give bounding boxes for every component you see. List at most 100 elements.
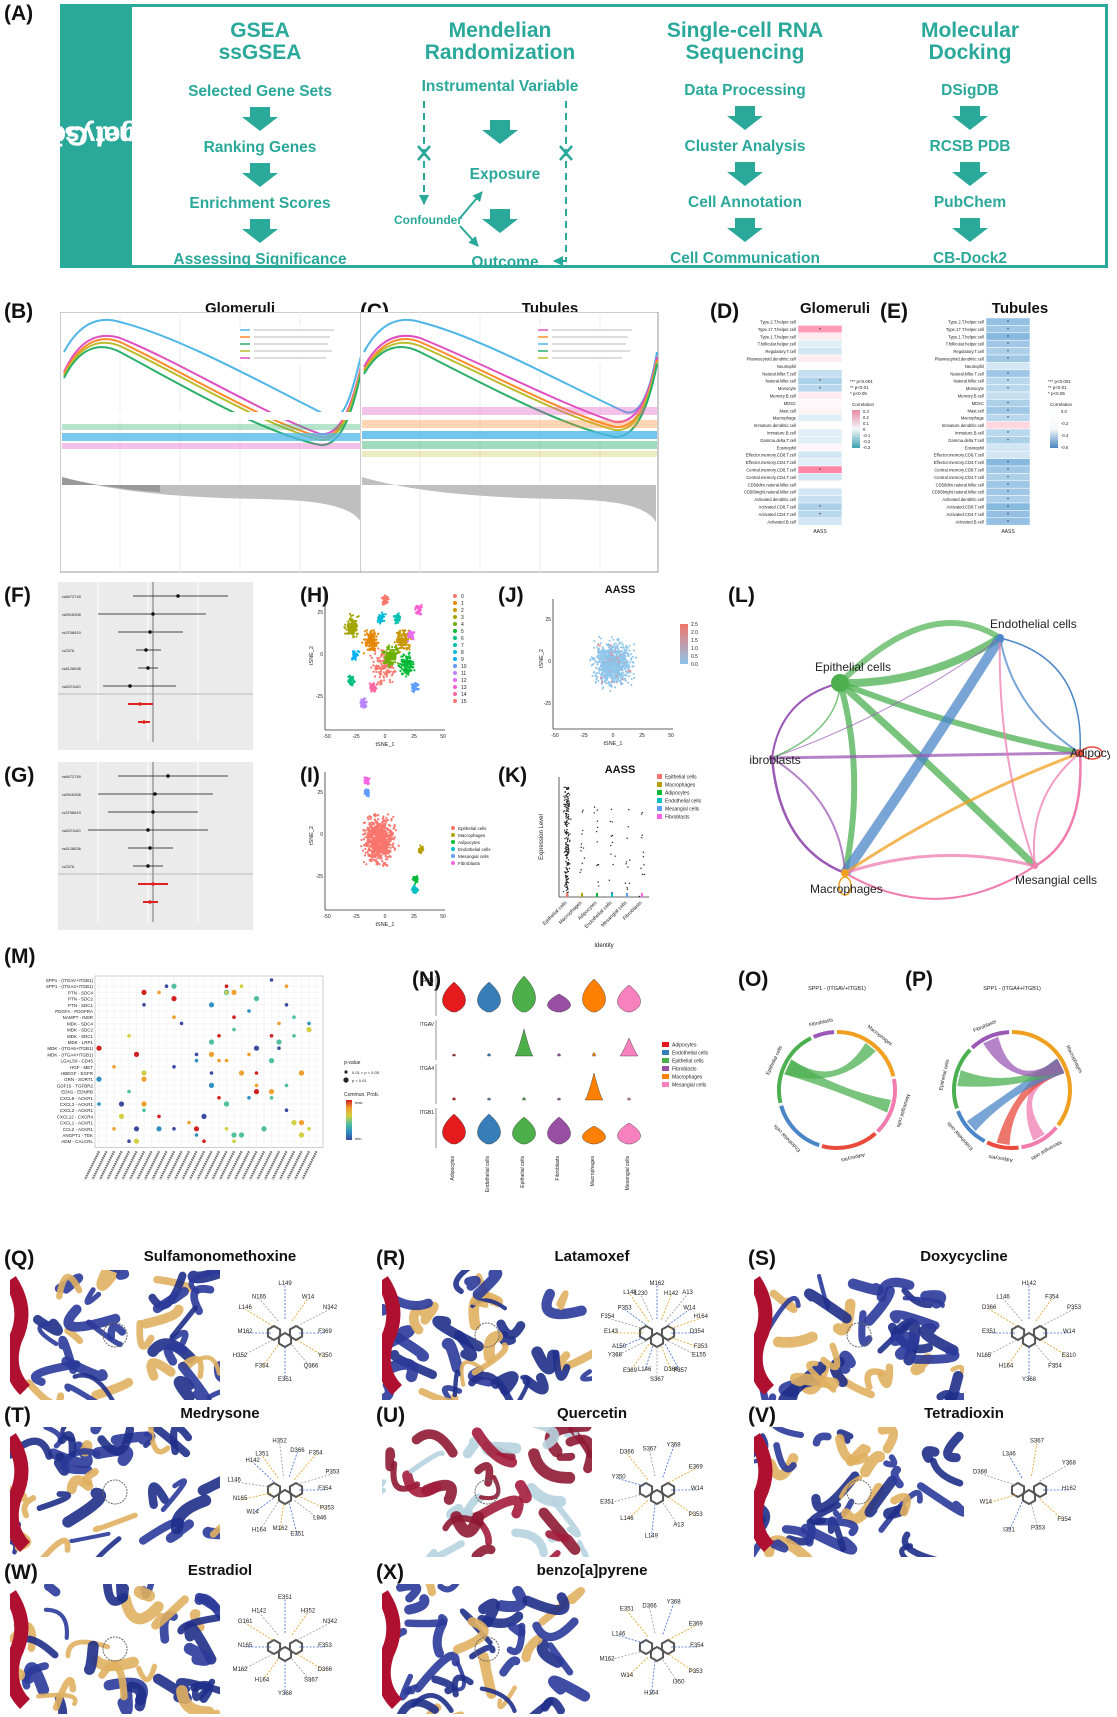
violin-k-point <box>641 834 642 835</box>
violin-n-shape <box>547 994 570 1012</box>
tsne-expr-point <box>596 656 598 658</box>
tsne-legend-swatch <box>451 854 455 858</box>
violin-k-point <box>626 861 627 862</box>
heatmap-colorbar-tick: -0.1 <box>863 433 871 438</box>
tsne-point <box>391 646 393 648</box>
dotplot-dot <box>157 1115 161 1119</box>
violin-k-point <box>596 831 597 832</box>
residue-label: L946 <box>313 1516 327 1522</box>
tsne-point <box>394 655 396 657</box>
tsne-point <box>374 645 376 647</box>
heatmap-row-label: Natural.killer.cell <box>954 379 985 384</box>
interaction-bond <box>1009 1455 1022 1478</box>
heatmap-star: * <box>1007 438 1009 444</box>
residue-label: D366 <box>982 1305 997 1311</box>
tsne-point <box>375 842 377 844</box>
tsne-point <box>381 860 383 862</box>
tsne-expr-point <box>628 668 630 670</box>
tsne-legend-label: 4 <box>461 622 464 628</box>
network-node-label: Fibroblasts <box>750 753 801 767</box>
heatmap-star: * <box>819 379 821 385</box>
violin-n-shape <box>453 1098 456 1100</box>
dotplot-row-label: LGALS9 - CD45 <box>60 1059 93 1064</box>
interaction-bond <box>627 1454 648 1480</box>
tsne-expr-point <box>627 666 629 668</box>
interaction-bond <box>651 1504 655 1538</box>
violin-k-base <box>581 893 583 897</box>
tsne-point <box>343 626 345 628</box>
tsne-expr-point <box>604 670 606 672</box>
tsne-point <box>372 643 374 645</box>
residue-label: M162 <box>649 1281 665 1287</box>
protein-ribbon <box>390 1452 391 1467</box>
dotplot-dot <box>225 1059 229 1063</box>
heatmap-row-label: Type.1.T.helper.cell <box>760 334 796 339</box>
forest-background <box>58 582 253 750</box>
tsne-expr-point <box>635 657 637 659</box>
protein-ribbon <box>521 1486 527 1498</box>
protein-structure-image <box>10 1270 220 1400</box>
residue-label: P353 <box>618 1305 633 1311</box>
tsne-point <box>406 672 408 674</box>
interaction-map: F354P353L946E351M162H164W14N165L146H142L… <box>225 1425 365 1560</box>
dotplot-xtick-label <box>250 1151 264 1179</box>
tsne-expr-tick: 1.5 <box>691 638 698 644</box>
tsne-legend-label: 13 <box>461 685 467 691</box>
violin-k-point <box>568 818 569 819</box>
heatmap-star: * <box>1007 475 1009 481</box>
chord-title: SPP1 - (ITGAV+ITGB1) <box>808 986 866 992</box>
violin-k-point <box>596 865 597 866</box>
protein-ribbon <box>560 1456 572 1457</box>
residue-label: H142 <box>252 1608 267 1614</box>
residue-label: F354 <box>1045 1294 1059 1300</box>
violin-k-point <box>569 805 570 806</box>
tsne-point <box>375 836 377 838</box>
interaction-bond <box>1036 1298 1052 1321</box>
tsne-point <box>416 881 418 883</box>
protein-ribbon <box>414 1310 419 1330</box>
dotplot-dot <box>209 1083 214 1088</box>
tsne-expr-point <box>602 646 604 648</box>
tsne-point <box>368 855 370 857</box>
forest-snp-label: rs8221160 <box>62 684 81 689</box>
violin-k-point <box>564 792 565 793</box>
tsne-point <box>364 832 366 834</box>
residue-label: F369 <box>318 1329 332 1335</box>
tsne-expr-point <box>597 664 599 666</box>
heatmap-cell <box>798 429 842 436</box>
dotplot-row-label: MDK - SDC4 <box>67 1021 93 1026</box>
tsne-expr-point <box>627 647 629 649</box>
residue-label: W14 <box>246 1510 259 1516</box>
dotplot-dot <box>231 990 236 995</box>
tsne-expr-point <box>617 681 619 683</box>
residue-label: E310 <box>1062 1353 1077 1359</box>
violin-k-point <box>580 847 581 848</box>
violin-k-point <box>567 889 568 890</box>
tsne-expr-tick: 2.0 <box>691 630 698 636</box>
violin-k-point <box>567 817 568 818</box>
tsne-point <box>371 856 373 858</box>
tsne-point <box>383 603 385 605</box>
dotplot-row-label: HBEGF - EGFR <box>61 1071 94 1076</box>
tsne-expr-point <box>625 646 627 648</box>
interaction-bond <box>663 1446 674 1477</box>
dotplot-dot <box>277 1046 281 1050</box>
protein-ribbon <box>895 1470 900 1485</box>
violin-k-point <box>568 814 569 815</box>
dotplot-dot <box>254 996 259 1001</box>
tsne-x-tick: 0 <box>384 914 387 920</box>
violin-k-point <box>567 804 568 805</box>
tsne-point <box>392 837 394 839</box>
dotplot-dot <box>134 1139 139 1144</box>
residue-label: H352 <box>272 1438 287 1444</box>
residue-label: N342 <box>323 1619 338 1625</box>
violin-k-point <box>568 847 569 848</box>
tsne-expr-point <box>611 686 613 688</box>
heatmap-colorbar-tick: 0.0 <box>1061 409 1067 414</box>
tsne-x-label: tSNE_1 <box>376 922 395 928</box>
heatmap-cell <box>986 451 1030 458</box>
violin-k-point <box>566 807 567 808</box>
residue-label: A150 <box>612 1344 627 1350</box>
tsne-legend-swatch <box>453 594 457 598</box>
dotplot-dot <box>96 1046 101 1051</box>
